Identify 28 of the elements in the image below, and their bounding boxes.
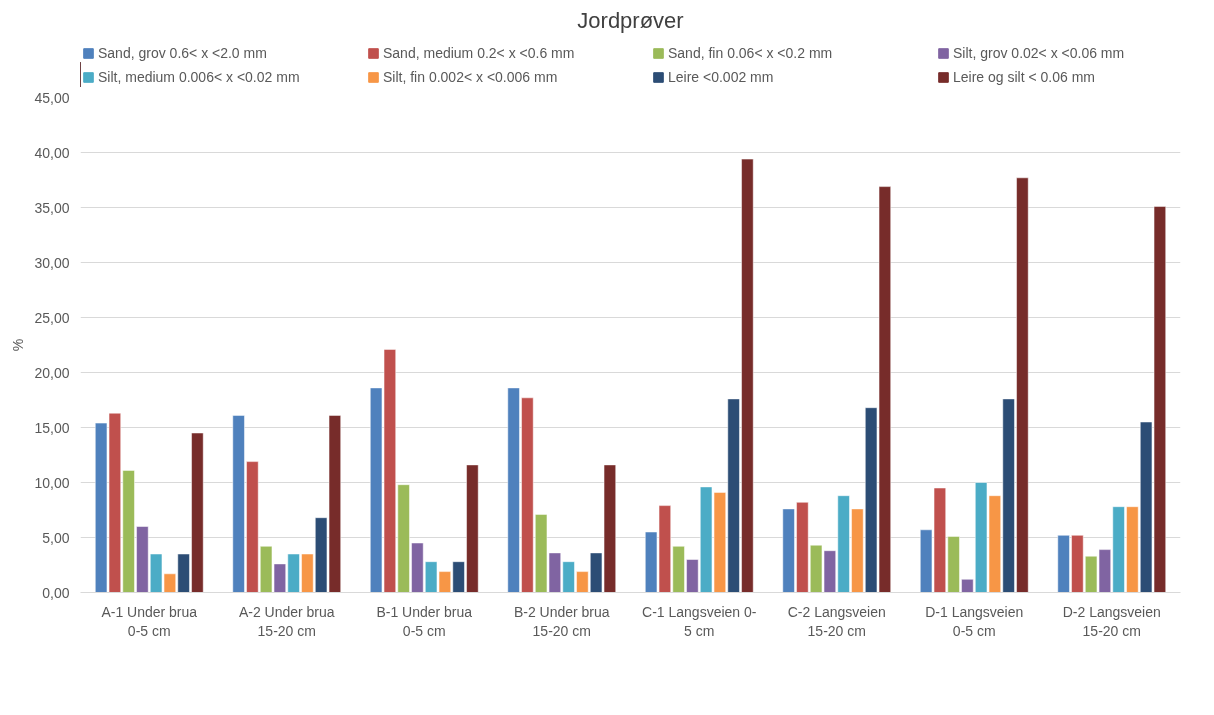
legend-label: Sand, fin 0.06< x <0.2 mm [668,45,833,61]
legend-label: Silt, medium 0.006< x <0.02 mm [98,69,300,85]
legend-label: Sand, grov 0.6< x <2.0 mm [98,45,267,61]
legend-label: Silt, grov 0.02< x <0.06 mm [953,45,1125,61]
legend-label: Sand, medium 0.2< x <0.6 mm [383,45,575,61]
y-tick-label: 40,00 [34,144,70,161]
y-tick-label: 20,00 [34,364,70,381]
y-tick-label: 5,00 [42,529,70,546]
y-tick-label: 25,00 [34,309,70,326]
x-tick-label: B-2 Under brua 15-20 cm [513,603,610,639]
x-tick-label: D-2 Langsveien 15-20 cm [1062,603,1161,639]
x-tick-label: A-2 Under brua 15-20 cm [238,603,335,639]
x-tick-label: C-2 Langsveien 15-20 cm [787,603,886,639]
y-tick-label: 45,00 [34,89,70,106]
legend-label: Leire og silt < 0.06 mm [953,69,1096,85]
x-tick-label: A-1 Under brua 0-5 cm [101,603,198,639]
legend-label: Leire <0.002 mm [668,69,774,85]
x-tick-label: C-1 Langsveien 0- 5 cm [642,603,757,639]
y-tick-label: 15,00 [34,419,70,436]
x-tick-label: B-1 Under brua 0-5 cm [376,603,473,639]
y-tick-label: 0,00 [42,584,70,601]
y-tick-label: 35,00 [34,199,70,216]
legend-label: Silt, fin 0.002< x <0.006 mm [383,69,558,85]
x-tick-label: D-1 Langsveien 0-5 cm [925,603,1024,639]
y-tick-label: 10,00 [34,474,70,491]
y-axis-title: % [10,338,27,352]
chart-title: Jordprøver [577,7,684,33]
y-tick-label: 30,00 [34,254,70,271]
